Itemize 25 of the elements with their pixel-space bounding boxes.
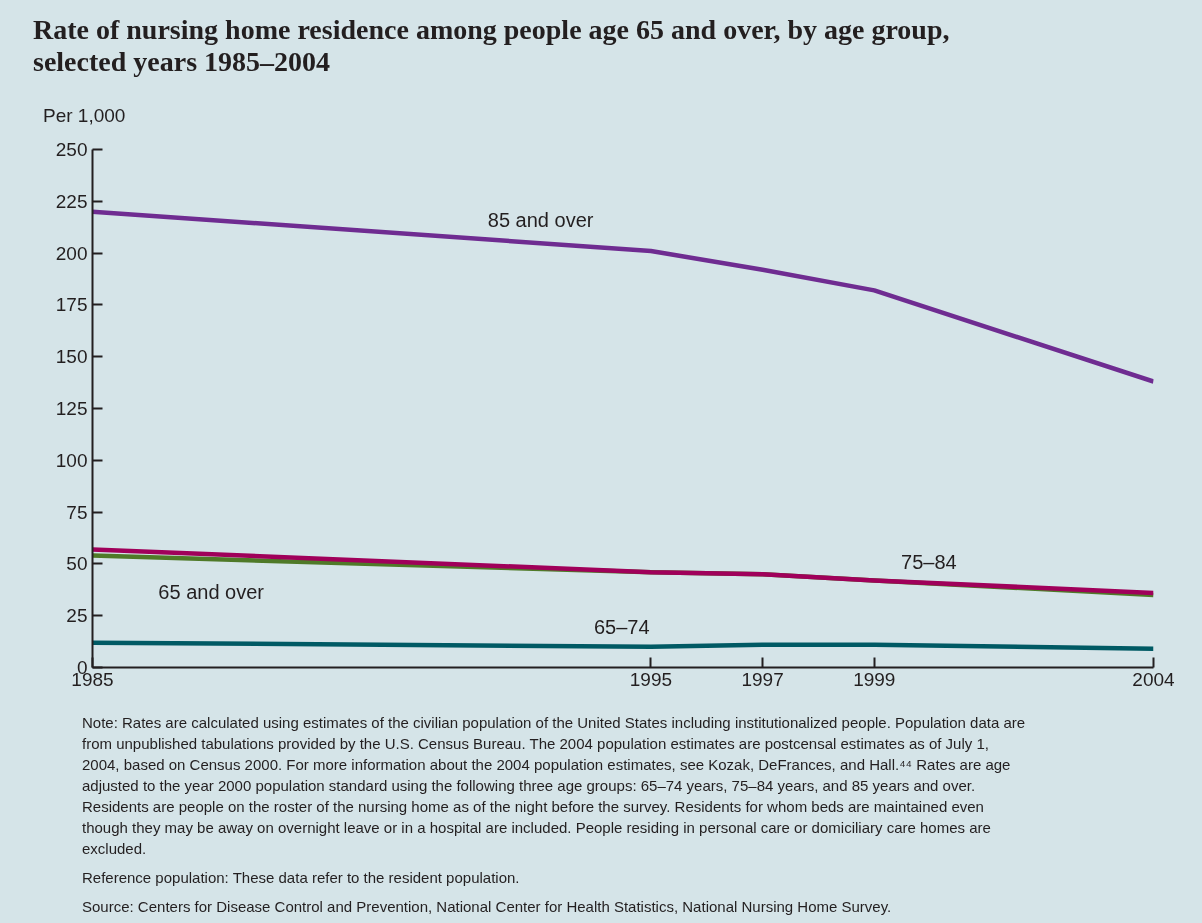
y-tick-label: 125 (55, 398, 88, 419)
series-label: 65–74 (593, 616, 650, 639)
text: Note: Rates are calculated using estimates of the civilian population of the United States including institutionalized people. Population data are from unpublished tabulations provided by the U.S. Census Bureau. The 2004 population estimates are postcensal estimates as of July 1, 2004, based on Census 2000. For more information about the 2004 population estimates, see Kozak, DeFrances, and Hall.⁴⁴ Rates are age adjusted to the year 2000 population standard using the following three age groups: 65–74 years, 75–84 years, and 85 years and over. Residents are people on the roster of the nursing home as of the night before the survey. Residents for whom beds are maintained even though they may be away on overnight leave or in a hospital are included. People residing in personal care or domiciliary care homes are excluded. (82, 713, 1027, 859)
y-tick-label: 25 (66, 605, 88, 627)
text: Reference population: These data refer to the resident population. (82, 868, 521, 888)
series-label: 85 and over (487, 208, 594, 231)
y-tick-label: 75 (66, 501, 88, 523)
series-label: 75–84 (901, 551, 957, 574)
y-tick-label: 50 (66, 553, 88, 575)
y-tick-label: 250 (55, 139, 88, 160)
x-tick-label: 1999 (853, 668, 896, 690)
y-tick-label: 225 (55, 190, 88, 212)
line-series (92, 640, 1154, 652)
x-tick-label: 1995 (629, 668, 673, 690)
y-tick-label: 100 (55, 449, 88, 471)
x-tick-label: 2004 (1132, 668, 1176, 690)
series-label: 65 and over (158, 581, 265, 604)
source-note: Source: Centers for Disease Control and Prevention, National Center for Health Statistics, National Nursing Home Survey. (82, 897, 893, 917)
y-axis-title: Per 1,000 (43, 104, 126, 128)
y-tick-label: 150 (55, 346, 88, 368)
line-series (92, 209, 1154, 384)
y-tick-label: 175 (55, 294, 88, 316)
x-tick-label: 1997 (741, 668, 784, 690)
chart-title: Rate of nursing home residence among people age 65 and over, by age group, selected years 1985–2004 (32, 13, 951, 78)
y-tick-label: 200 (55, 242, 88, 264)
